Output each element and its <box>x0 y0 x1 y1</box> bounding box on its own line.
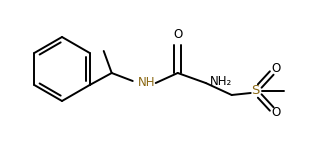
Text: O: O <box>271 106 280 119</box>
Text: O: O <box>173 29 182 42</box>
Text: NH: NH <box>138 77 155 90</box>
Text: S: S <box>252 85 260 98</box>
Text: NH₂: NH₂ <box>210 75 232 88</box>
Text: O: O <box>271 63 280 76</box>
